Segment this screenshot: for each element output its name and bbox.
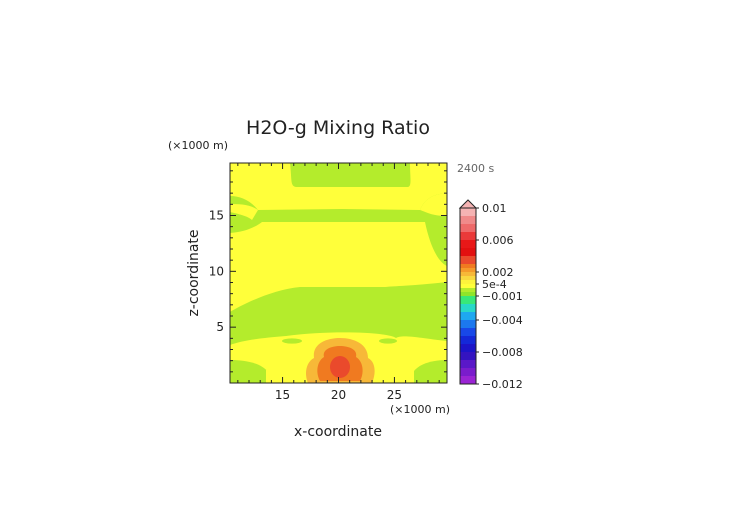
colorbar-band xyxy=(460,328,476,336)
colorbar-band xyxy=(460,216,476,224)
y-tick-label: 10 xyxy=(209,264,224,278)
colorbar-band xyxy=(460,368,476,376)
colorbar-label: −0.008 xyxy=(482,346,523,359)
field-bottom-strip-right xyxy=(384,370,414,383)
colorbar-band xyxy=(460,304,476,312)
colorbar-band xyxy=(460,336,476,344)
y-unit-label: (×1000 m) xyxy=(168,139,228,152)
colorbar-band xyxy=(460,280,476,284)
colorbar-band xyxy=(460,312,476,320)
colorbar-band xyxy=(460,284,476,288)
colorbar-label: 0.006 xyxy=(482,234,514,247)
colorbar-label: 5e-4 xyxy=(482,278,507,291)
field-upper-yellow xyxy=(230,163,447,210)
field-upper-yellow-left xyxy=(230,204,258,220)
x-tick-label: 15 xyxy=(275,388,290,402)
field-blob-bottom-right xyxy=(410,360,447,383)
x-tick-label: 25 xyxy=(387,388,402,402)
colorbar-label: −0.012 xyxy=(482,378,523,391)
colorbar-band xyxy=(460,296,476,304)
colorbar-band xyxy=(460,360,476,368)
colorbar-extend-triangle xyxy=(458,199,478,209)
y-axis-label: z-coordinate xyxy=(186,229,202,316)
colorbar-band xyxy=(460,376,476,384)
field-blob-left xyxy=(282,338,302,344)
colorbar-band xyxy=(460,272,476,276)
colorbar-band xyxy=(460,352,476,360)
field-upper-yellow-right xyxy=(420,193,447,216)
colorbar-band xyxy=(460,268,476,272)
colorbar-label: 0.002 xyxy=(482,266,514,279)
colorbar-band xyxy=(460,320,476,328)
colorbar-band xyxy=(460,208,476,216)
colorbar-band xyxy=(460,292,476,296)
colorbar-label: −0.004 xyxy=(482,314,523,327)
colorbar-band xyxy=(460,276,476,280)
colorbar-label: 0.01 xyxy=(482,202,507,215)
time-label: 2400 s xyxy=(457,162,494,175)
field-middle-yellow xyxy=(230,222,447,312)
colorbar-label: −0.001 xyxy=(482,290,523,303)
colorbar-band xyxy=(460,248,476,256)
field-bottom-strip-left xyxy=(266,370,296,383)
colorbar-band xyxy=(460,256,476,264)
colorbar-band xyxy=(460,224,476,232)
x-axis-label: x-coordinate xyxy=(294,424,382,440)
field-blob-bottom-left xyxy=(230,360,272,383)
plot-area xyxy=(230,163,447,383)
axes: 15 20 25 5 10 15 xyxy=(209,163,447,402)
colorbar-band xyxy=(460,344,476,352)
y-tick-label: 15 xyxy=(209,208,224,222)
chart-title: H2O-g Mixing Ratio xyxy=(246,117,430,139)
x-unit-label: (×1000 m) xyxy=(390,403,450,416)
colorbar-band xyxy=(460,232,476,240)
colorbar-band xyxy=(460,288,476,292)
x-tick-label: 20 xyxy=(331,388,346,402)
field-blob-right xyxy=(379,338,397,344)
field-plume-core xyxy=(330,356,350,378)
colorbar-band xyxy=(460,240,476,248)
colorbar-band xyxy=(460,264,476,268)
y-tick-label: 5 xyxy=(216,320,224,334)
